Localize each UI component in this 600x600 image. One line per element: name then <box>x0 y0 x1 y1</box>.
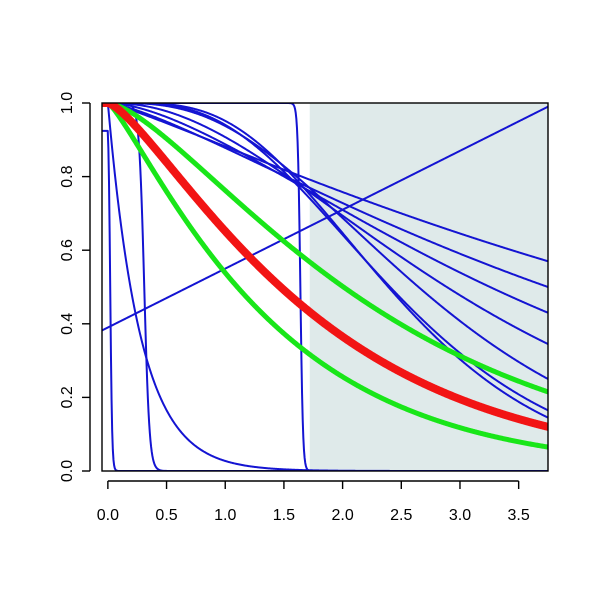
series-line-blue-7 <box>102 103 548 288</box>
axis-layer: 0.0 0.5 1.0 1.5 2.0 2.5 3.0 3.5 0.0 0.2 0.4 0.6 0.8 1… <box>59 92 530 524</box>
plot-frame <box>101 102 549 472</box>
y-tick-label: 0.6 <box>59 239 76 261</box>
shaded-region-layer <box>309 103 548 471</box>
series-line-blue-10 <box>102 103 548 380</box>
series-line-blue-8 <box>102 103 548 314</box>
y-tick-label: 0.4 <box>59 313 76 335</box>
series-layer <box>102 103 548 471</box>
x-tick-label: 0.0 <box>97 507 119 524</box>
shaded-region <box>309 103 548 471</box>
x-tick-label: 2.0 <box>331 507 353 524</box>
x-tick-label: 0.5 <box>155 507 177 524</box>
series-line-red-15 <box>102 103 548 431</box>
y-tick-label: 0.2 <box>59 386 76 408</box>
x-tick-label: 3.5 <box>508 507 530 524</box>
series-line-green-14 <box>102 103 548 450</box>
series-line-green-13 <box>102 103 548 395</box>
x-tick-label: 3.0 <box>449 507 471 524</box>
y-tick-label: 0.8 <box>59 165 76 187</box>
series-line-blue-6 <box>102 103 548 263</box>
x-tick-label: 1.5 <box>273 507 295 524</box>
series-line-blue-12 <box>102 103 548 419</box>
x-tick-label: 2.5 <box>390 507 412 524</box>
y-tick-label: 1.0 <box>59 92 76 114</box>
series-line-blue-5 <box>102 105 548 332</box>
y-tick-label: 0.0 <box>59 460 76 482</box>
x-tick-label: 1.0 <box>214 507 236 524</box>
